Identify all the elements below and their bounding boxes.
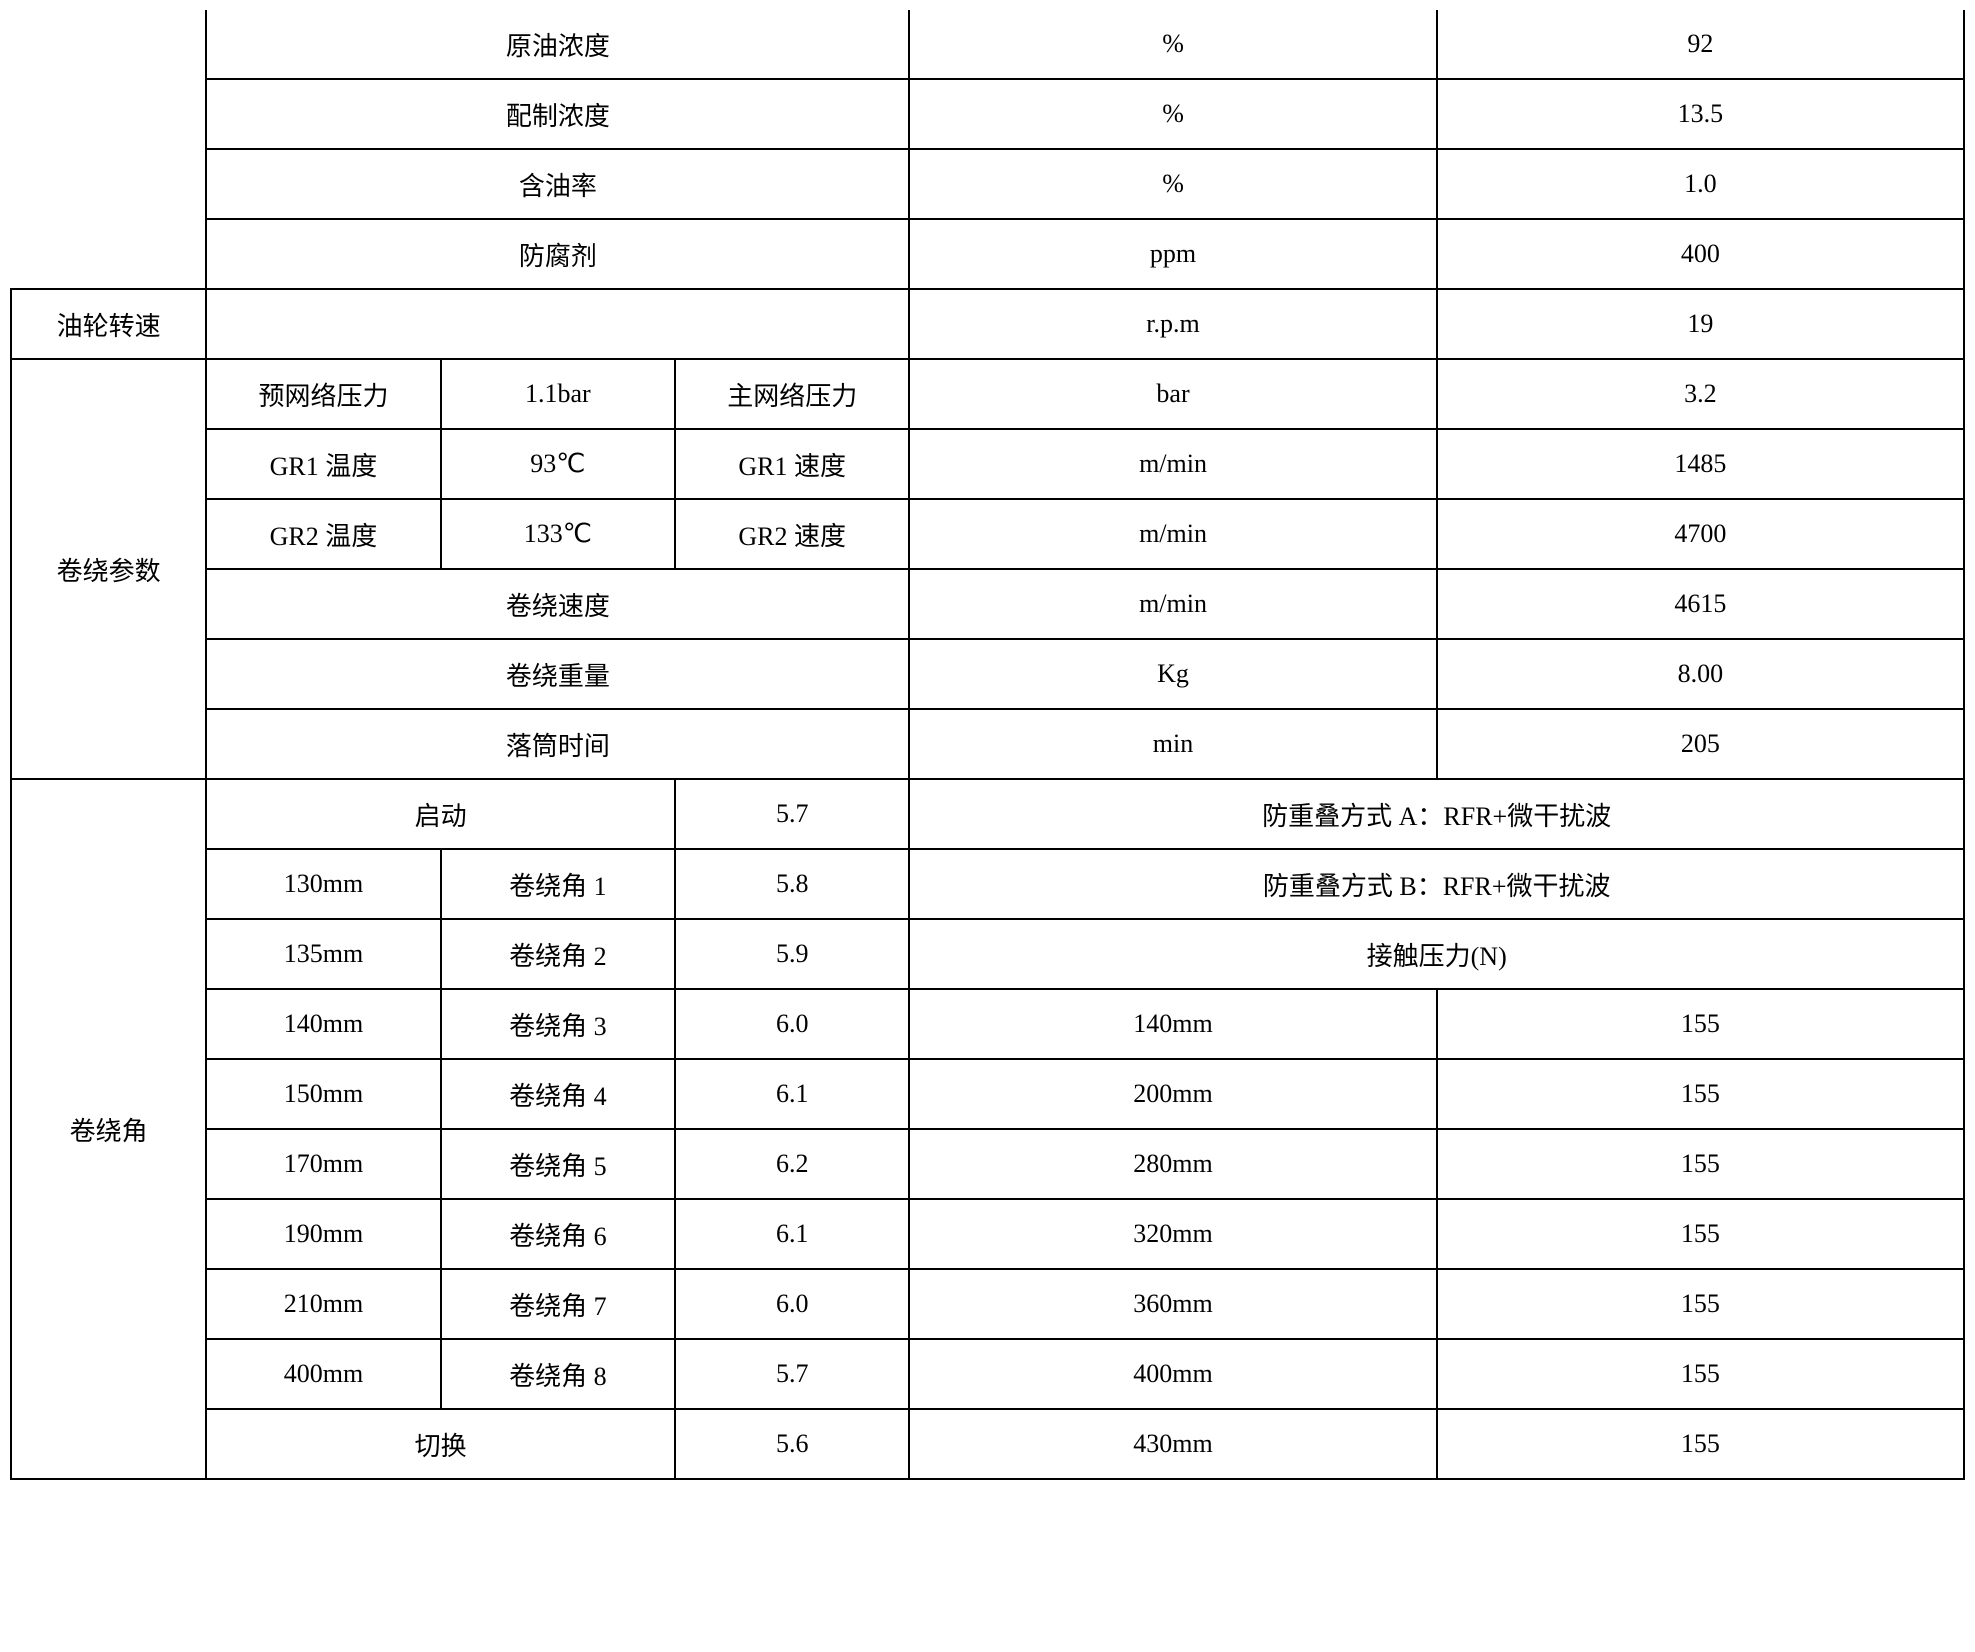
wp-value: 1485 [1437, 429, 1964, 499]
wa-overlap-a: 防重叠方式 A：RFR+微干扰波 [909, 779, 1964, 849]
oil-row-label: 含油率 [206, 149, 909, 219]
wa-angle: 6.0 [675, 989, 909, 1059]
wp-unit: m/min [909, 499, 1436, 569]
wa-alabel: 卷绕角 2 [441, 919, 675, 989]
wp-single-value: 8.00 [1437, 639, 1964, 709]
wp-single-value: 205 [1437, 709, 1964, 779]
wa-alabel: 卷绕角 7 [441, 1269, 675, 1339]
wa-angle: 5.9 [675, 919, 909, 989]
wp-single-unit: Kg [909, 639, 1436, 709]
wa-switch-angle: 5.6 [675, 1409, 909, 1479]
wa-dia: 150mm [206, 1059, 440, 1129]
wa-cp-dia: 360mm [909, 1269, 1436, 1339]
wa-alabel: 卷绕角 5 [441, 1129, 675, 1199]
wp-unit: bar [909, 359, 1436, 429]
oil-rowhead-continued [11, 10, 206, 289]
oil-row-value: 1.0 [1437, 149, 1964, 219]
wheel-speed-blank [206, 289, 909, 359]
wp-l3: GR2 速度 [675, 499, 909, 569]
winding-angle-rowhead: 卷绕角 [11, 779, 206, 1479]
wa-cp-dia: 320mm [909, 1199, 1436, 1269]
wa-switch-cp-val: 155 [1437, 1409, 1964, 1479]
wa-dia: 170mm [206, 1129, 440, 1199]
wp-single-label: 卷绕速度 [206, 569, 909, 639]
wa-angle: 6.2 [675, 1129, 909, 1199]
wa-dia: 135mm [206, 919, 440, 989]
wp-l1: GR2 温度 [206, 499, 440, 569]
wp-value: 4700 [1437, 499, 1964, 569]
wa-cp-val: 155 [1437, 1199, 1964, 1269]
wa-angle: 6.0 [675, 1269, 909, 1339]
wa-cp-dia: 400mm [909, 1339, 1436, 1409]
wp-l1: 预网络压力 [206, 359, 440, 429]
wa-angle: 5.8 [675, 849, 909, 919]
wa-angle: 6.1 [675, 1199, 909, 1269]
winding-params-rowhead: 卷绕参数 [11, 359, 206, 779]
wheel-speed-unit: r.p.m [909, 289, 1436, 359]
oil-row-label: 配制浓度 [206, 79, 909, 149]
wp-single-unit: m/min [909, 569, 1436, 639]
wa-dia: 140mm [206, 989, 440, 1059]
wa-alabel: 卷绕角 6 [441, 1199, 675, 1269]
oil-row-unit: % [909, 10, 1436, 79]
wa-angle: 6.1 [675, 1059, 909, 1129]
wheel-speed-rowhead: 油轮转速 [11, 289, 206, 359]
wa-start-angle: 5.7 [675, 779, 909, 849]
wp-l2: 1.1bar [441, 359, 675, 429]
wp-unit: m/min [909, 429, 1436, 499]
oil-row-unit: ppm [909, 219, 1436, 289]
oil-row-value: 13.5 [1437, 79, 1964, 149]
wp-l2: 93℃ [441, 429, 675, 499]
wp-l1: GR1 温度 [206, 429, 440, 499]
wp-value: 3.2 [1437, 359, 1964, 429]
wa-cp-val: 155 [1437, 1059, 1964, 1129]
wp-single-unit: min [909, 709, 1436, 779]
parameters-table: 原油浓度 % 92 配制浓度 % 13.5 含油率 % 1.0 防腐剂 ppm … [10, 10, 1965, 1480]
wp-l3: GR1 速度 [675, 429, 909, 499]
wa-dia: 210mm [206, 1269, 440, 1339]
wa-overlap-b: 防重叠方式 B：RFR+微干扰波 [909, 849, 1964, 919]
wa-cp-dia: 140mm [909, 989, 1436, 1059]
wa-cp-val: 155 [1437, 1269, 1964, 1339]
wa-cp-val: 155 [1437, 1339, 1964, 1409]
oil-row-unit: % [909, 79, 1436, 149]
oil-row-label: 原油浓度 [206, 10, 909, 79]
wa-angle: 5.7 [675, 1339, 909, 1409]
wp-single-label: 落筒时间 [206, 709, 909, 779]
wp-single-value: 4615 [1437, 569, 1964, 639]
wa-cp-val: 155 [1437, 1129, 1964, 1199]
wa-alabel: 卷绕角 1 [441, 849, 675, 919]
wa-switch-cp-dia: 430mm [909, 1409, 1436, 1479]
wa-alabel: 卷绕角 4 [441, 1059, 675, 1129]
wp-l2: 133℃ [441, 499, 675, 569]
wa-alabel: 卷绕角 3 [441, 989, 675, 1059]
wa-cp-val: 155 [1437, 989, 1964, 1059]
oil-row-value: 92 [1437, 10, 1964, 79]
wa-switch-label: 切换 [206, 1409, 675, 1479]
wa-cp-dia: 280mm [909, 1129, 1436, 1199]
oil-row-unit: % [909, 149, 1436, 219]
wa-dia: 400mm [206, 1339, 440, 1409]
wa-start-label: 启动 [206, 779, 675, 849]
wa-alabel: 卷绕角 8 [441, 1339, 675, 1409]
wheel-speed-value: 19 [1437, 289, 1964, 359]
wa-dia: 130mm [206, 849, 440, 919]
wa-cp-dia: 200mm [909, 1059, 1436, 1129]
wp-l3: 主网络压力 [675, 359, 909, 429]
oil-row-value: 400 [1437, 219, 1964, 289]
oil-row-label: 防腐剂 [206, 219, 909, 289]
wa-contact-pressure-header: 接触压力(N) [909, 919, 1964, 989]
wa-dia: 190mm [206, 1199, 440, 1269]
wp-single-label: 卷绕重量 [206, 639, 909, 709]
